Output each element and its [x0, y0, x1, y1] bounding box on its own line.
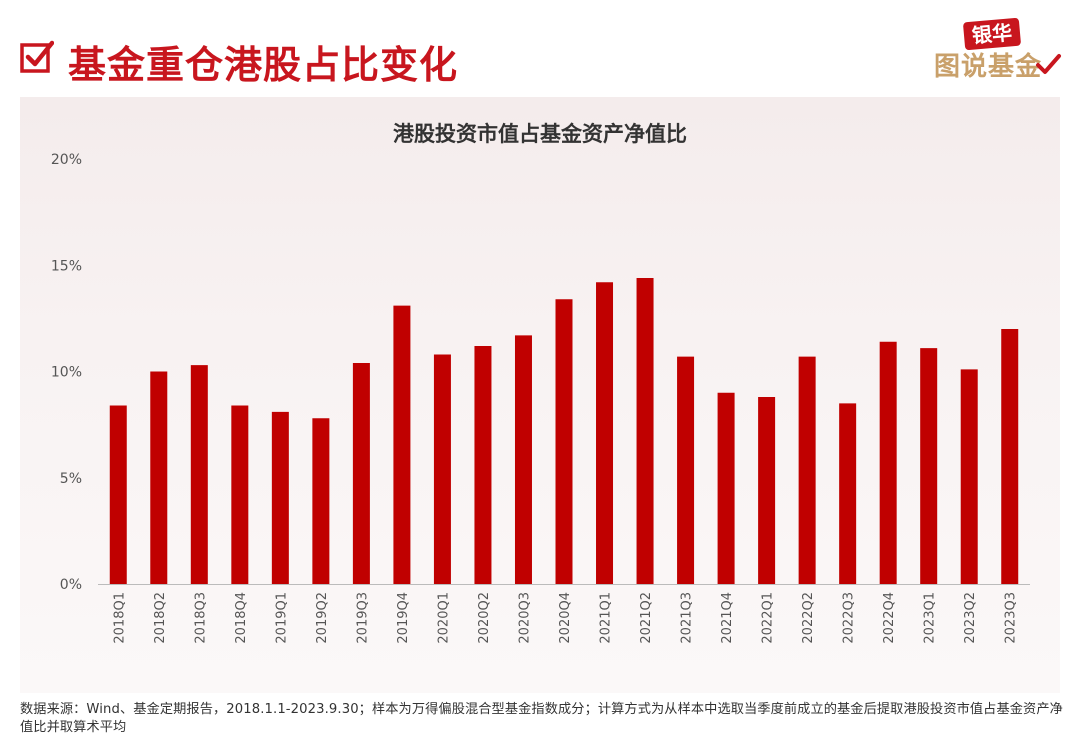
bars — [109, 278, 1019, 584]
x-tick-label: 2018Q3 — [193, 592, 208, 644]
y-axis: 0% 5% 10% 15% 20% — [51, 152, 82, 593]
x-tick-label: 2019Q1 — [274, 592, 289, 644]
y-tick-label: 15% — [51, 258, 82, 274]
bar-2019Q2 — [312, 418, 330, 584]
bar-2023Q1 — [920, 348, 938, 584]
bar-2018Q3 — [190, 365, 208, 584]
x-tick-label: 2020Q4 — [558, 592, 573, 644]
checkmark-icon — [1036, 54, 1061, 74]
bar-2018Q2 — [150, 371, 168, 584]
y-tick-label: 5% — [60, 471, 82, 487]
bar-2022Q2 — [798, 356, 816, 584]
y-tick-label: 20% — [51, 152, 82, 168]
x-tick-label: 2022Q4 — [882, 592, 897, 644]
bar-2019Q3 — [352, 363, 370, 584]
bar-2023Q2 — [960, 369, 978, 584]
x-tick-label: 2019Q2 — [315, 592, 330, 644]
x-tick-label: 2021Q2 — [639, 592, 654, 644]
y-tick-label: 10% — [51, 365, 82, 381]
bar-2019Q4 — [393, 305, 411, 584]
bar-2020Q3 — [514, 335, 532, 584]
bar-2021Q3 — [677, 356, 695, 584]
bar-2021Q2 — [636, 278, 654, 584]
brand-logo: 银华 图说基金 — [934, 17, 1061, 88]
bar-2018Q1 — [109, 405, 127, 584]
checkbox-icon — [20, 40, 54, 73]
x-tick-label: 2022Q1 — [761, 592, 776, 644]
x-tick-label: 2022Q3 — [842, 592, 857, 644]
x-tick-label: 2018Q1 — [112, 592, 127, 644]
brand-text: 图说基金 — [934, 52, 1043, 82]
footnote: 数据来源：Wind、基金定期报告，2018.1.1-2023.9.30；样本为万… — [20, 702, 1063, 735]
header: 基金重仓港股占比变化 银华 图说基金 — [18, 17, 1062, 88]
x-tick-label: 2023Q3 — [1004, 592, 1019, 644]
page-title: 基金重仓港股占比变化 — [68, 43, 459, 87]
y-tick-label: 0% — [60, 577, 82, 593]
x-tick-label: 2022Q2 — [801, 592, 816, 644]
x-tick-label: 2023Q2 — [963, 592, 978, 644]
x-tick-label: 2020Q3 — [517, 592, 532, 644]
x-tick-label: 2021Q4 — [720, 592, 735, 644]
bar-2019Q1 — [271, 411, 289, 584]
x-axis: 2018Q1 2018Q2 2018Q3 2018Q4 2019Q1 2019Q2 2019… — [98, 584, 1030, 644]
bar-2020Q2 — [474, 346, 492, 584]
bar-2022Q3 — [839, 403, 857, 584]
x-tick-label: 2019Q3 — [355, 592, 370, 644]
bar-2021Q4 — [717, 392, 735, 584]
bar-2022Q4 — [879, 341, 897, 584]
x-tick-label: 2023Q1 — [923, 592, 938, 644]
x-tick-label: 2020Q1 — [436, 592, 451, 644]
x-tick-label: 2018Q4 — [234, 592, 249, 644]
chart-title: 港股投资市值占基金资产净值比 — [393, 122, 687, 146]
bar-2020Q4 — [555, 299, 573, 584]
bar-2018Q4 — [231, 405, 249, 584]
bar-2023Q3 — [1001, 329, 1019, 584]
bar-2020Q1 — [433, 354, 451, 584]
chart-panel: 港股投资市值占基金资产净值比 0% 5% 10% 15% 20% 2018Q1 2018Q… — [20, 97, 1060, 693]
x-tick-label: 2021Q1 — [599, 592, 614, 644]
x-tick-label: 2019Q4 — [396, 592, 411, 644]
x-tick-label: 2021Q3 — [680, 592, 695, 644]
bar-2021Q1 — [596, 282, 614, 584]
bar-chart: 港股投资市值占基金资产净值比 0%5%10%15%20% 2018Q1 2018Q… — [51, 122, 1030, 644]
x-tick-label: 2018Q2 — [153, 592, 168, 644]
x-tick-label: 2020Q2 — [477, 592, 492, 644]
bar-2022Q1 — [758, 397, 776, 584]
